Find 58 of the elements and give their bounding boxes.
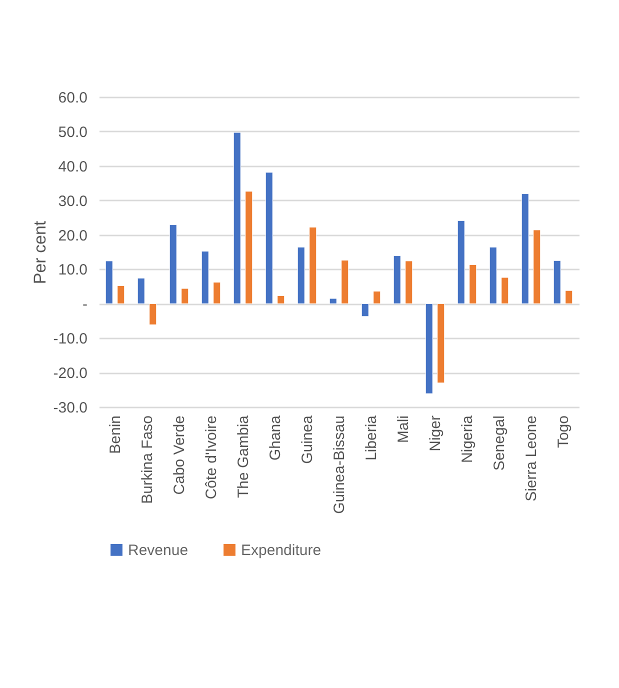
x-tick-label: Niger: [427, 416, 444, 452]
y-tick-label: 30.0: [58, 192, 88, 210]
y-tick-label: 20.0: [58, 227, 88, 244]
y-tick-label: -10.0: [53, 330, 88, 348]
x-tick-label: Ghana: [267, 414, 284, 461]
bar: [501, 277, 509, 304]
y-tick-label: -30.0: [53, 400, 88, 416]
bar: [489, 246, 497, 304]
y-tick-label: -: [82, 296, 88, 314]
bar: [297, 246, 305, 304]
x-tick-label: Cabo Verde: [171, 416, 188, 495]
bar: [521, 194, 529, 304]
bar: [309, 226, 317, 304]
bar: [213, 282, 221, 304]
x-tick-label: Togo: [555, 416, 572, 448]
bar: [553, 260, 561, 304]
y-tick-label: 10.0: [58, 262, 88, 279]
x-tick-label: The Gambia: [235, 414, 252, 498]
x-tick-label: Benin: [107, 416, 124, 454]
bar: [565, 290, 573, 304]
legend-label: Expenditure: [241, 542, 322, 559]
bar: [361, 303, 369, 317]
x-tick-label: Nigeria: [459, 414, 476, 464]
bar: [245, 191, 253, 304]
bar: [117, 286, 125, 304]
bar: [137, 278, 145, 304]
x-tick-label: Mali: [395, 416, 412, 444]
x-tick-label: Burkina Faso: [139, 416, 156, 504]
bar: [437, 303, 445, 384]
legend-label: Revenue: [128, 542, 188, 559]
bar: [533, 230, 541, 304]
bar: [393, 256, 401, 304]
y-axis-title: Per cent: [30, 220, 50, 284]
y-tick-label: 40.0: [58, 158, 88, 176]
bar: [277, 295, 285, 304]
bar: [425, 303, 433, 394]
x-tick-label: Senegal: [491, 416, 508, 471]
bar: [149, 303, 157, 325]
x-tick-label: Guinea: [299, 414, 316, 464]
bar: [457, 220, 465, 304]
bar: [265, 172, 273, 304]
bar: [181, 288, 189, 304]
bar: [201, 251, 209, 304]
x-tick-label: Guinea-Bissau: [331, 416, 348, 514]
x-tick-label: Sierra Leone: [523, 416, 540, 502]
x-tick-label: Côte d'Ivoire: [203, 416, 220, 500]
y-tick-label: -20.0: [53, 365, 88, 382]
bar: [469, 264, 477, 304]
bar: [341, 260, 349, 304]
bar: [373, 291, 381, 304]
y-tick-label: 60.0: [58, 90, 88, 106]
bar: [233, 132, 241, 304]
bar: [169, 224, 177, 304]
bar: [405, 260, 413, 304]
bar: [329, 298, 337, 304]
x-tick-label: Liberia: [363, 414, 380, 461]
y-tick-label: 50.0: [58, 124, 88, 141]
bar: [105, 260, 113, 304]
